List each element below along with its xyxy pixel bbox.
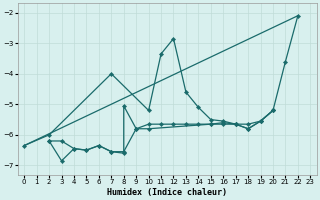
X-axis label: Humidex (Indice chaleur): Humidex (Indice chaleur) bbox=[107, 188, 227, 197]
